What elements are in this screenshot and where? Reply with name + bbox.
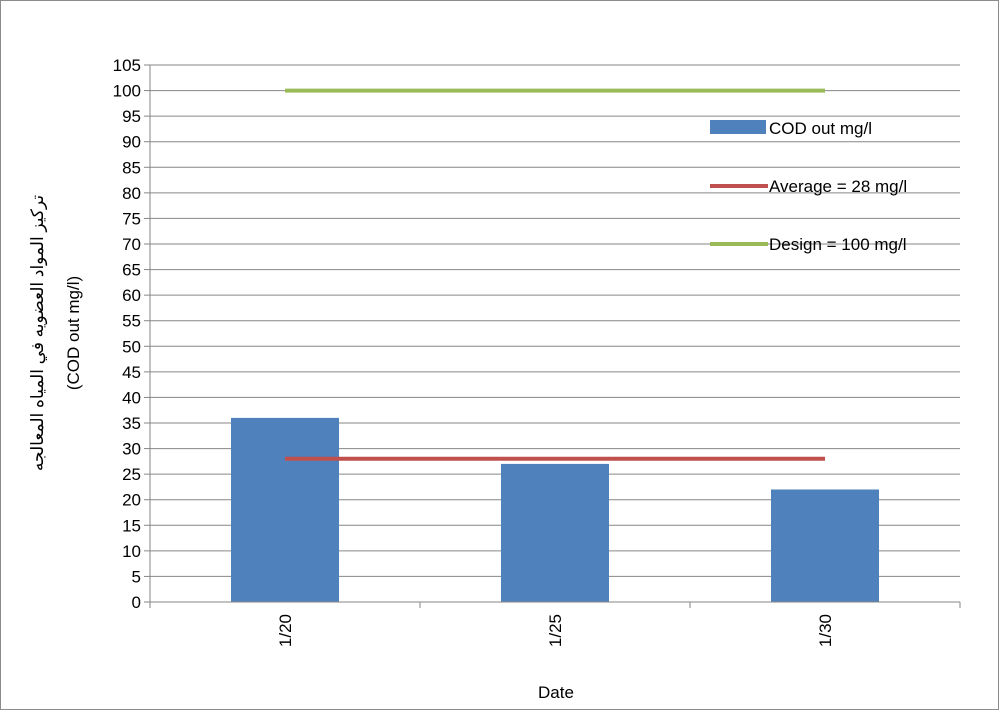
x-tick-label: 1/25	[546, 614, 565, 647]
x-tick-labels: 1/20 1/25 1/30	[276, 614, 835, 647]
y-tick-label: 30	[122, 440, 141, 459]
legend-swatch-bar	[710, 120, 766, 134]
y-tick-label: 105	[113, 56, 141, 75]
y-tick-label: 65	[122, 261, 141, 280]
y-tick-label: 0	[132, 593, 141, 612]
y-tick-label: 35	[122, 414, 141, 433]
y-tick-label: 5	[132, 567, 141, 586]
legend-label: Design = 100 mg/l	[769, 235, 907, 254]
y-tick-label: 80	[122, 184, 141, 203]
x-tick-label: 1/30	[816, 614, 835, 647]
bar	[501, 463, 609, 602]
y-tick-label: 50	[122, 337, 141, 356]
legend: COD out mg/l Average = 28 mg/l Design = 10…	[710, 119, 907, 254]
y-tick-label: 60	[122, 286, 141, 305]
series-lines	[285, 88, 825, 461]
y-tick-label: 25	[122, 465, 141, 484]
y-tick-label: 20	[122, 491, 141, 510]
y-tick-label: 10	[122, 542, 141, 561]
y-tick-label: 15	[122, 516, 141, 535]
y-tick-label: 45	[122, 363, 141, 382]
legend-label: Average = 28 mg/l	[769, 177, 907, 196]
y-tick-label: 90	[122, 133, 141, 152]
y-tick-label: 85	[122, 158, 141, 177]
x-axis-title: Date	[538, 683, 574, 702]
bar	[771, 489, 879, 602]
y-tick-label: 40	[122, 388, 141, 407]
y-tick-labels: 0 5 10 15 20 25 30 35 40 45 50 55 60 65 70 75 80 85 90 95 10…	[113, 56, 141, 612]
y-tick-label: 95	[122, 107, 141, 126]
bar	[231, 417, 339, 602]
y-tick-label: 100	[113, 82, 141, 101]
y-axis-title-line2: (COD out mg/l)	[64, 276, 83, 390]
axes	[144, 64, 961, 608]
y-axis-title-line1: تركيز المواد العضويه في المياه المعالجه	[28, 195, 48, 472]
y-tick-label: 55	[122, 312, 141, 331]
x-tick-label: 1/20	[276, 614, 295, 647]
legend-label: COD out mg/l	[769, 119, 872, 138]
y-tick-label: 75	[122, 209, 141, 228]
bars	[231, 417, 879, 602]
y-tick-label: 70	[122, 235, 141, 254]
